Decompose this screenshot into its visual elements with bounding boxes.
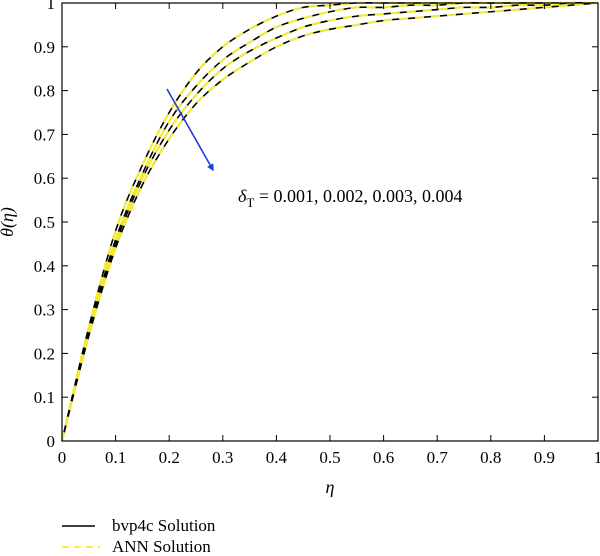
legend-label-bvp4c: bvp4c Solution <box>112 516 216 535</box>
y-tick-label: 0 <box>47 432 56 451</box>
series-line-ann-1 <box>60 1 598 442</box>
series-line-bvp4c-1 <box>61 2 598 442</box>
y-tick-label: 0.4 <box>34 257 56 276</box>
series-line-ann-3 <box>60 1 599 442</box>
x-tick-label: 1 <box>594 448 600 467</box>
x-tick-label: 0.3 <box>212 448 233 467</box>
legend-label-ann: ANN Solution <box>112 537 211 556</box>
series-line-ann-4 <box>60 1 599 442</box>
y-tick-label: 0.6 <box>34 169 55 188</box>
x-tick-label: 0.7 <box>427 448 449 467</box>
y-axis-title: θ(η) <box>0 207 18 237</box>
y-tick-label: 0.3 <box>34 301 55 320</box>
y-tick-label: 0.9 <box>34 38 55 57</box>
y-tick-label: 1 <box>47 0 56 13</box>
x-tick-label: 0.8 <box>480 448 501 467</box>
delta-symbol: δ <box>238 186 247 206</box>
x-tick-label: 0.6 <box>373 448 394 467</box>
x-tick-label: 0.4 <box>266 448 288 467</box>
y-tick-label: 0.5 <box>34 213 55 232</box>
x-tick-label: 0.9 <box>534 448 555 467</box>
y-tick-label: 0.8 <box>34 82 55 101</box>
plot-frame <box>61 2 599 442</box>
y-tick-label: 0.1 <box>34 388 55 407</box>
series-line-ann-2 <box>60 1 598 442</box>
ticks-layer: 0 0.1 0.2 0.3 0.4 0.5 0.6 0.7 0.8 0.9 1 0 0.1 0.2 0.3 0… <box>34 0 600 467</box>
delta-annotation: δT = 0.001, 0.002, 0.003, 0.004 <box>238 186 462 210</box>
x-axis-title: η <box>326 477 335 497</box>
series-line-bvp4c-3 <box>61 2 599 442</box>
x-tick-label: 0.2 <box>159 448 180 467</box>
series-layer <box>60 1 599 442</box>
y-tick-label: 0.2 <box>34 344 55 363</box>
delta-values: = 0.001, 0.002, 0.003, 0.004 <box>254 186 462 206</box>
series-line-bvp4c-4 <box>61 2 599 442</box>
legend: bvp4c Solution ANN Solution <box>62 516 216 556</box>
y-tick-label: 0.7 <box>34 125 56 144</box>
x-tick-label: 0.5 <box>319 448 340 467</box>
x-tick-label: 0 <box>58 448 67 467</box>
x-tick-label: 0.1 <box>105 448 126 467</box>
delta-arrow <box>166 88 214 172</box>
delta-subscript: T <box>246 195 254 210</box>
series-line-bvp4c-2 <box>61 2 598 442</box>
